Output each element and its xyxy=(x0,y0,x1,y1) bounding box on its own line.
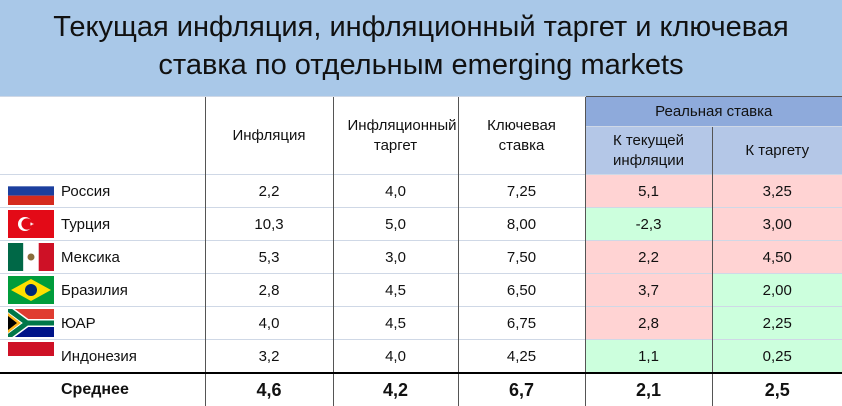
average-value: 4,6 xyxy=(204,372,333,406)
table-row: Мексика 5,3 3,0 7,50 2,2 4,50 xyxy=(0,240,842,274)
average-value: 4,2 xyxy=(332,372,458,406)
value-cell: 3,2 xyxy=(204,339,333,373)
value-cell: 4,0 xyxy=(204,306,333,340)
value-cell: 10,3 xyxy=(204,207,333,241)
flag xyxy=(8,276,54,304)
value-cell: 3,25 xyxy=(711,174,842,208)
table-body: Россия 2,2 4,0 7,25 5,1 3,25 Турция 10,3 5,0 8,00… xyxy=(0,174,842,406)
value-cell: 1,1 xyxy=(584,339,712,373)
value-cell: 2,00 xyxy=(711,273,842,307)
column-header: Инфляция xyxy=(204,96,333,175)
value-cell: 7,50 xyxy=(457,240,585,274)
value-cell: 2,8 xyxy=(204,273,333,307)
average-value: 2,5 xyxy=(711,372,842,406)
country-name: Индонезия xyxy=(55,339,205,373)
value-cell: 3,0 xyxy=(332,240,458,274)
table-row: Турция 10,3 5,0 8,00 -2,3 3,00 xyxy=(0,207,842,241)
average-value: 6,7 xyxy=(457,372,585,406)
value-cell: 4,5 xyxy=(332,273,458,307)
table: Инфляция Инфляционный таргет Ключевая ст… xyxy=(0,96,842,406)
flag xyxy=(8,177,54,205)
value-cell: 5,3 xyxy=(204,240,333,274)
value-cell: 8,00 xyxy=(457,207,585,241)
value-cell: 2,8 xyxy=(584,306,712,340)
flag-cell xyxy=(0,306,55,340)
column-header: Инфляционный таргет xyxy=(332,96,458,175)
country-name: ЮАР xyxy=(55,306,205,340)
value-cell: 7,25 xyxy=(457,174,585,208)
flag-cell xyxy=(0,207,55,241)
flag xyxy=(8,342,54,370)
country-name: Турция xyxy=(55,207,205,241)
title: Текущая инфляция, инфляционный таргет и … xyxy=(0,0,842,96)
average-label: Среднее xyxy=(55,372,205,406)
value-cell: 0,25 xyxy=(711,339,842,373)
average-value: 2,1 xyxy=(584,372,712,406)
value-cell: 5,0 xyxy=(332,207,458,241)
value-cell: 5,1 xyxy=(584,174,712,208)
flag xyxy=(8,309,54,337)
value-cell: 4,25 xyxy=(457,339,585,373)
country-name: Россия xyxy=(55,174,205,208)
value-cell: -2,3 xyxy=(584,207,712,241)
flag-cell xyxy=(0,273,55,307)
average-row: Среднее 4,6 4,2 6,7 2,1 2,5 xyxy=(0,372,842,406)
value-cell: 2,25 xyxy=(711,306,842,340)
sub-header: К таргету xyxy=(711,126,842,175)
flag xyxy=(8,243,54,271)
value-cell: 4,5 xyxy=(332,306,458,340)
flag-cell xyxy=(0,339,55,373)
table-row: Россия 2,2 4,0 7,25 5,1 3,25 xyxy=(0,174,842,208)
value-cell: 6,50 xyxy=(457,273,585,307)
table-row: Бразилия 2,8 4,5 6,50 3,7 2,00 xyxy=(0,273,842,307)
table-row: ЮАР 4,0 4,5 6,75 2,8 2,25 xyxy=(0,306,842,340)
flag-cell xyxy=(0,240,55,274)
country-name: Бразилия xyxy=(55,273,205,307)
flag-cell xyxy=(0,174,55,208)
value-cell: 2,2 xyxy=(204,174,333,208)
value-cell: 2,2 xyxy=(584,240,712,274)
value-cell: 4,0 xyxy=(332,339,458,373)
value-cell: 3,00 xyxy=(711,207,842,241)
table-row: Индонезия 3,2 4,0 4,25 1,1 0,25 xyxy=(0,339,842,373)
flag-cell xyxy=(0,372,55,406)
sub-header: К текущей инфляции xyxy=(584,126,712,175)
value-cell: 3,7 xyxy=(584,273,712,307)
value-cell: 4,0 xyxy=(332,174,458,208)
country-name: Мексика xyxy=(55,240,205,274)
corner xyxy=(0,96,205,175)
column-header: Ключевая ставка xyxy=(457,96,585,175)
value-cell: 6,75 xyxy=(457,306,585,340)
value-cell: 4,50 xyxy=(711,240,842,274)
flag xyxy=(8,210,54,238)
title-line: Текущая инфляция, инфляционный таргет и … xyxy=(53,11,789,43)
title-line: ставка по отдельным emerging markets xyxy=(158,49,684,81)
group-header: Реальная ставка xyxy=(584,96,842,127)
